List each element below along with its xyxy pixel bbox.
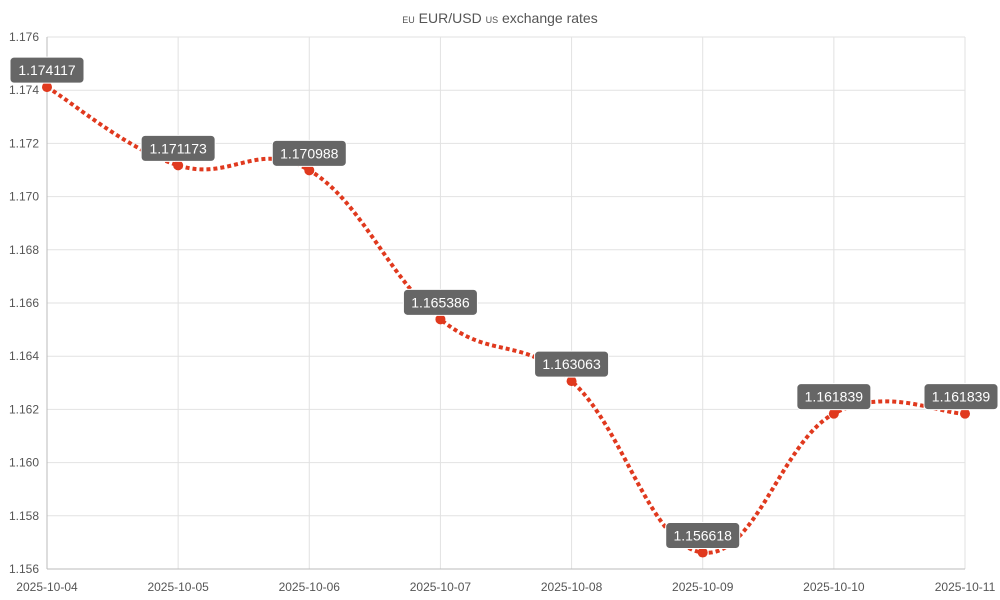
data-label: 1.161839 [796,383,872,411]
data-label: 1.171173 [140,134,216,162]
data-label-box [402,288,478,316]
data-label: 1.174117 [9,56,85,84]
data-label: 1.161839 [923,383,999,411]
data-label-box [665,522,741,550]
y-tick-label: 1.156 [9,562,39,576]
x-tick-label: 2025-10-11 [935,580,996,594]
y-tick-label: 1.172 [9,136,39,150]
y-tick-label: 1.174 [9,83,39,97]
chart-title: EU EUR/USD US exchange rates [402,10,597,26]
data-label-box [923,383,999,411]
y-axis: 1.156 1.158 1.160 1.162 1.164 1.166 1.168 1.170… [9,30,39,576]
data-label-box [534,350,610,378]
y-tick-label: 1.170 [9,190,39,204]
x-tick-label: 2025-10-04 [16,580,78,594]
data-label: 1.170988 [271,139,347,167]
us-flag-icon: US [486,15,499,25]
x-tick-label: 2025-10-05 [147,580,209,594]
data-label-box [9,56,85,84]
data-label: 1.165386 [402,288,478,316]
data-label-box [796,383,872,411]
data-point [960,408,970,419]
x-tick-label: 2025-10-07 [410,580,472,594]
data-label-box [140,134,216,162]
y-tick-label: 1.160 [9,456,39,470]
y-tick-label: 1.166 [9,296,39,310]
data-point [173,160,184,171]
grid [46,36,966,570]
data-point [828,408,839,419]
data-label-text: 1.163063 [542,356,601,372]
data-points [42,82,970,558]
data-label-text: 1.161839 [932,389,991,405]
data-label: 1.156618 [665,522,741,550]
x-tick-label: 2025-10-09 [672,580,734,594]
data-point [435,314,446,325]
x-tick-label: 2025-10-08 [541,580,603,594]
x-tick-label: 2025-10-10 [803,580,865,594]
data-label-box [271,139,347,167]
data-point [697,547,708,558]
chart-title-text: EU EUR/USD US exchange rates [402,10,597,26]
eu-flag-icon: EU [402,15,415,25]
y-tick-label: 1.168 [9,243,39,257]
data-label-text: 1.161839 [805,389,864,405]
series-line [45,85,966,555]
data-label: 1.163063 [534,350,610,378]
y-tick-label: 1.176 [9,30,39,44]
x-tick-label: 2025-10-06 [279,580,341,594]
x-axis: 2025-10-04 2025-10-05 2025-10-06 2025-10-07… [16,580,995,594]
data-point [42,82,52,93]
data-point [566,376,577,387]
y-tick-label: 1.164 [9,349,39,363]
data-label-text: 1.170988 [280,145,339,161]
data-labels: 1.174117 1.171173 1.170988 1.165386 1.163063… [9,56,999,550]
y-tick-label: 1.162 [9,402,39,416]
data-label-text: 1.165386 [411,294,470,310]
data-point [304,165,315,176]
y-tick-label: 1.158 [9,509,39,523]
data-label-text: 1.156618 [674,528,733,544]
data-label-text: 1.174117 [18,62,76,78]
data-label-text: 1.171173 [149,140,207,156]
